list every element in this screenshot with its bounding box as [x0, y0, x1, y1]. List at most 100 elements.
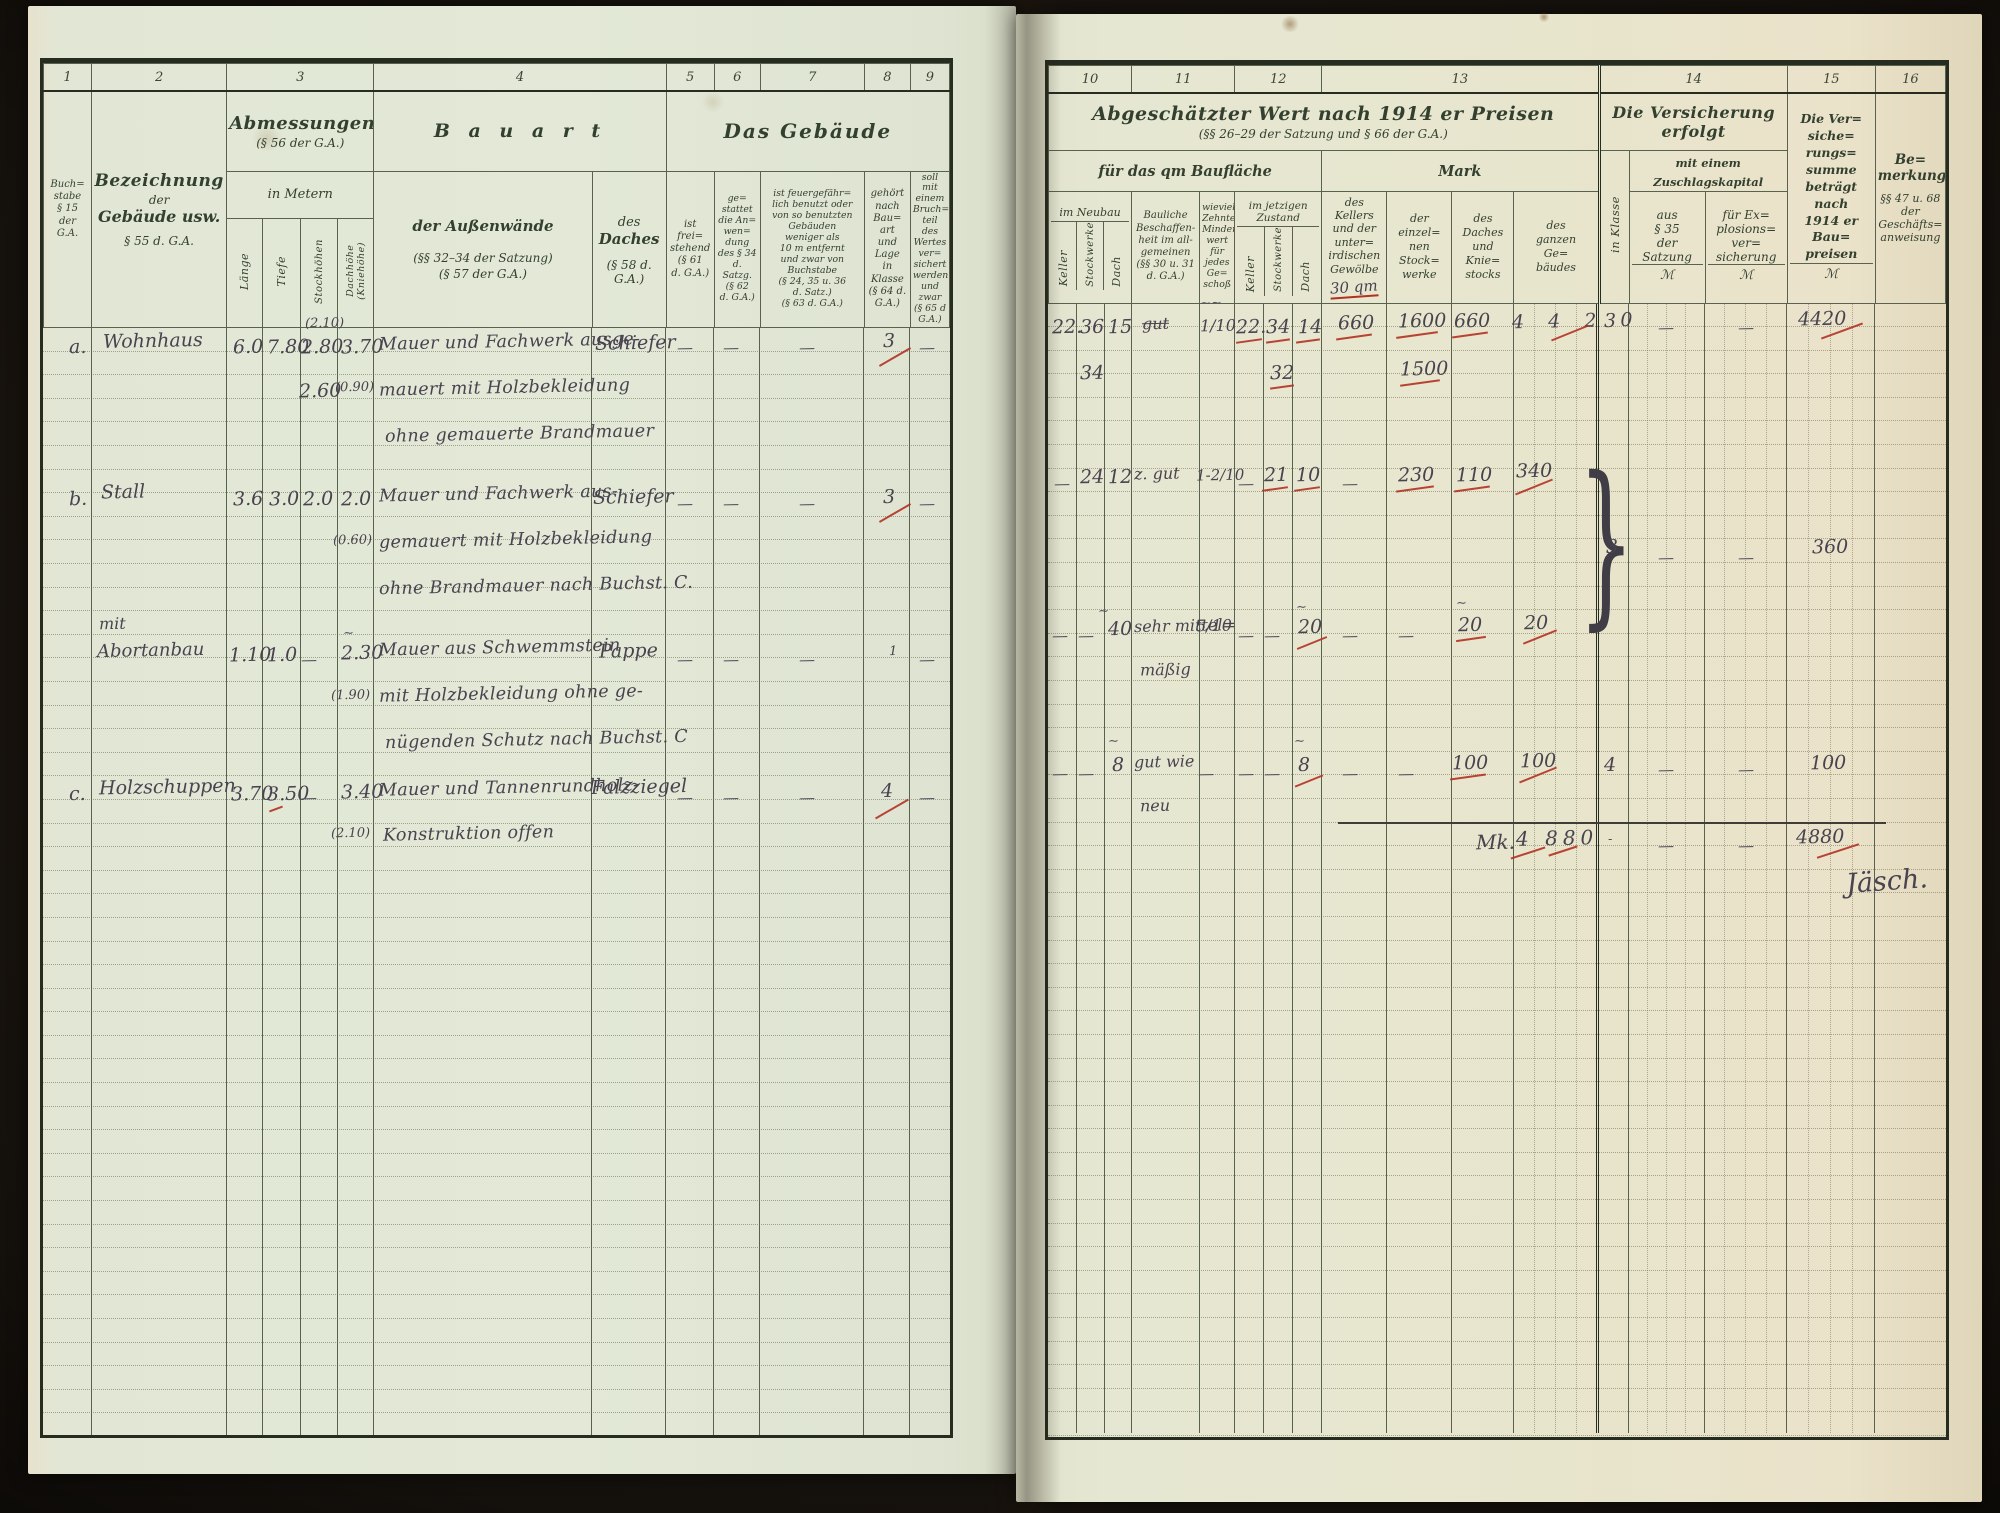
- feuergefaehrlich-label: ist feuergefähr= lich benutzt oder von s…: [772, 187, 853, 309]
- digit-guide: [1808, 303, 1809, 1433]
- hw-entry: —: [798, 787, 816, 808]
- hw-entry: —: [1657, 835, 1675, 855]
- column-divider: [1704, 303, 1705, 1433]
- ruled-row: [1048, 1342, 1946, 1366]
- ruled-row: [1048, 563, 1946, 587]
- ruled-row: [1048, 1247, 1946, 1271]
- digit-guide: [1724, 303, 1725, 1433]
- hw-entry: —: [798, 337, 816, 358]
- bruchteil-label: soll mit einem Bruch= teil des Wertes ve…: [912, 171, 950, 326]
- header-ganzes-gebaeude: des ganzen Ge= bäudes: [1513, 190, 1601, 304]
- hw-entry: 21: [1263, 463, 1289, 486]
- header-abgeschaetzter-wert: Abgeschätzter Wert nach 1914 er Preisen …: [1048, 92, 1601, 151]
- daches-kniestocks-label: des Daches und Knie= stocks: [1462, 211, 1504, 282]
- column-divider: [759, 328, 760, 1435]
- ruled-row: [43, 1272, 950, 1296]
- hw-entry: Mk.: [1475, 829, 1516, 854]
- bemerkungen-ref: §§ 47 u. 68 der Geschäfts= anweisung: [1878, 192, 1943, 245]
- ruled-row: [43, 1107, 950, 1131]
- hw-entry: —: [676, 337, 694, 358]
- left-table-header: 1 2 3 4 5 6 7 8 9 Buch= stabe § 15 der G…: [43, 63, 950, 329]
- column-divider: [1076, 303, 1077, 1433]
- kellers-label: des Kellers und der unter= irdischen Gew…: [1328, 195, 1381, 276]
- column-divider: [713, 328, 714, 1435]
- header-im-neubau: im Neubau Keller Stockwerke Dach: [1048, 190, 1133, 304]
- hw-entry: 8: [1297, 753, 1311, 776]
- total-rule: [1338, 821, 1886, 824]
- hw-entry: 34: [1265, 315, 1291, 338]
- digit-guide: [1830, 303, 1831, 1433]
- hw-entry: 14: [1297, 315, 1323, 338]
- right-table-header: 10 11 12 13 14 15 16 Abgeschätzter Wert …: [1048, 65, 1946, 304]
- ruled-row: [43, 1343, 950, 1367]
- hw-entry: b.: [68, 487, 88, 511]
- ruled-row: [1048, 657, 1946, 681]
- bezeichnung-ref: § 55 d. G.A.: [124, 234, 194, 249]
- hw-entry: 230: [1397, 463, 1435, 486]
- ruled-row: [1048, 752, 1946, 776]
- column-divider: [665, 328, 666, 1435]
- hw-entry: 24: [1079, 465, 1105, 488]
- hw-entry: —: [676, 493, 694, 514]
- hw-entry: —: [1397, 763, 1415, 783]
- ruled-row: [43, 422, 950, 447]
- ruled-row: [1048, 421, 1946, 446]
- hw-entry: —: [1657, 759, 1675, 779]
- header-dachhoehe: Dachhöhe (Kniehöhe): [337, 218, 375, 329]
- hw-entry: 32: [1269, 361, 1295, 384]
- daches-ref: (§ 58 d. G.A.): [606, 257, 652, 286]
- hw-entry: 15: [1107, 315, 1133, 338]
- ruled-row: [1048, 1389, 1946, 1413]
- hw-entry: ~: [1295, 599, 1308, 615]
- hw-entry: —: [676, 649, 694, 670]
- ruled-row: [1048, 469, 1946, 493]
- ruled-row: [43, 1083, 950, 1107]
- hw-entry: ~: [342, 625, 355, 642]
- header-buchstabe: Buch= stabe § 15 der G.A.: [43, 90, 93, 329]
- ruled-row: [43, 470, 950, 494]
- header-daches: des Daches (§ 58 d. G.A.): [591, 170, 667, 329]
- hw-entry: 1500: [1399, 356, 1449, 381]
- stockhoehen-label: Stockhöhen: [313, 238, 325, 304]
- hw-entry: 3: [882, 485, 896, 509]
- ruled-row: [1048, 775, 1946, 799]
- ruled-row: [43, 446, 950, 470]
- ruled-row: [1048, 634, 1946, 658]
- header-versicherungssumme: Die Ver= siche= rungs= summe beträgt nac…: [1786, 92, 1876, 304]
- in-metern-label: in Metern: [267, 187, 333, 203]
- hw-entry: -: [1607, 831, 1613, 847]
- hw-entry: —: [722, 787, 740, 808]
- hw-entry: ∼∼: [1199, 295, 1222, 311]
- ruled-row: [43, 1012, 950, 1036]
- col-number-7: 7: [759, 63, 865, 92]
- digit-guide: [1852, 303, 1853, 1433]
- ruled-row: [1048, 1035, 1946, 1059]
- header-bezeichnung: Bezeichnung der Gebäude usw. § 55 d. G.A…: [91, 90, 228, 329]
- ruled-row: [1048, 705, 1946, 729]
- ruled-row: [1048, 1365, 1946, 1389]
- header-versicherung-erfolgt: Die Versicherung erfolgt: [1598, 92, 1788, 151]
- col-number-3: 3: [226, 63, 375, 92]
- hw-entry: —: [1657, 317, 1675, 337]
- header-gestattet: ge= stattet die An= wen= dung des § 34 d…: [713, 170, 761, 329]
- column-divider: [1786, 303, 1787, 1433]
- ganzes-gebaeude-label: des ganzen Ge= bäudes: [1535, 218, 1577, 275]
- hw-entry: —: [1197, 763, 1215, 783]
- gestattet-label: ge= stattet die An= wen= dung des § 34 d…: [717, 193, 757, 304]
- header-buchstabe-label: Buch= stabe § 15 der G.A.: [50, 179, 85, 239]
- ruled-row: [1048, 351, 1946, 375]
- hw-30qm: 30 qm: [1329, 276, 1379, 300]
- hw-entry: gut wie: [1133, 750, 1195, 772]
- ruled-row: [1048, 1224, 1946, 1248]
- dach-label: Dach: [1109, 255, 1123, 287]
- hw-entry: 340: [1515, 459, 1553, 482]
- ruled-row: [43, 1295, 950, 1319]
- aussenwaende-title: der Außenwände: [412, 217, 554, 236]
- hw-entry: Wohnhaus: [102, 329, 203, 354]
- col-number-9: 9: [909, 63, 950, 92]
- hw-entry: —: [918, 337, 936, 358]
- ruled-row: [1048, 1059, 1946, 1083]
- aus-35-label: aus § 35 der Satzung: [1642, 208, 1692, 264]
- header-abmessungen: Abmessungen (§ 56 der G.A.): [226, 90, 375, 172]
- column-divider: [1451, 303, 1452, 1433]
